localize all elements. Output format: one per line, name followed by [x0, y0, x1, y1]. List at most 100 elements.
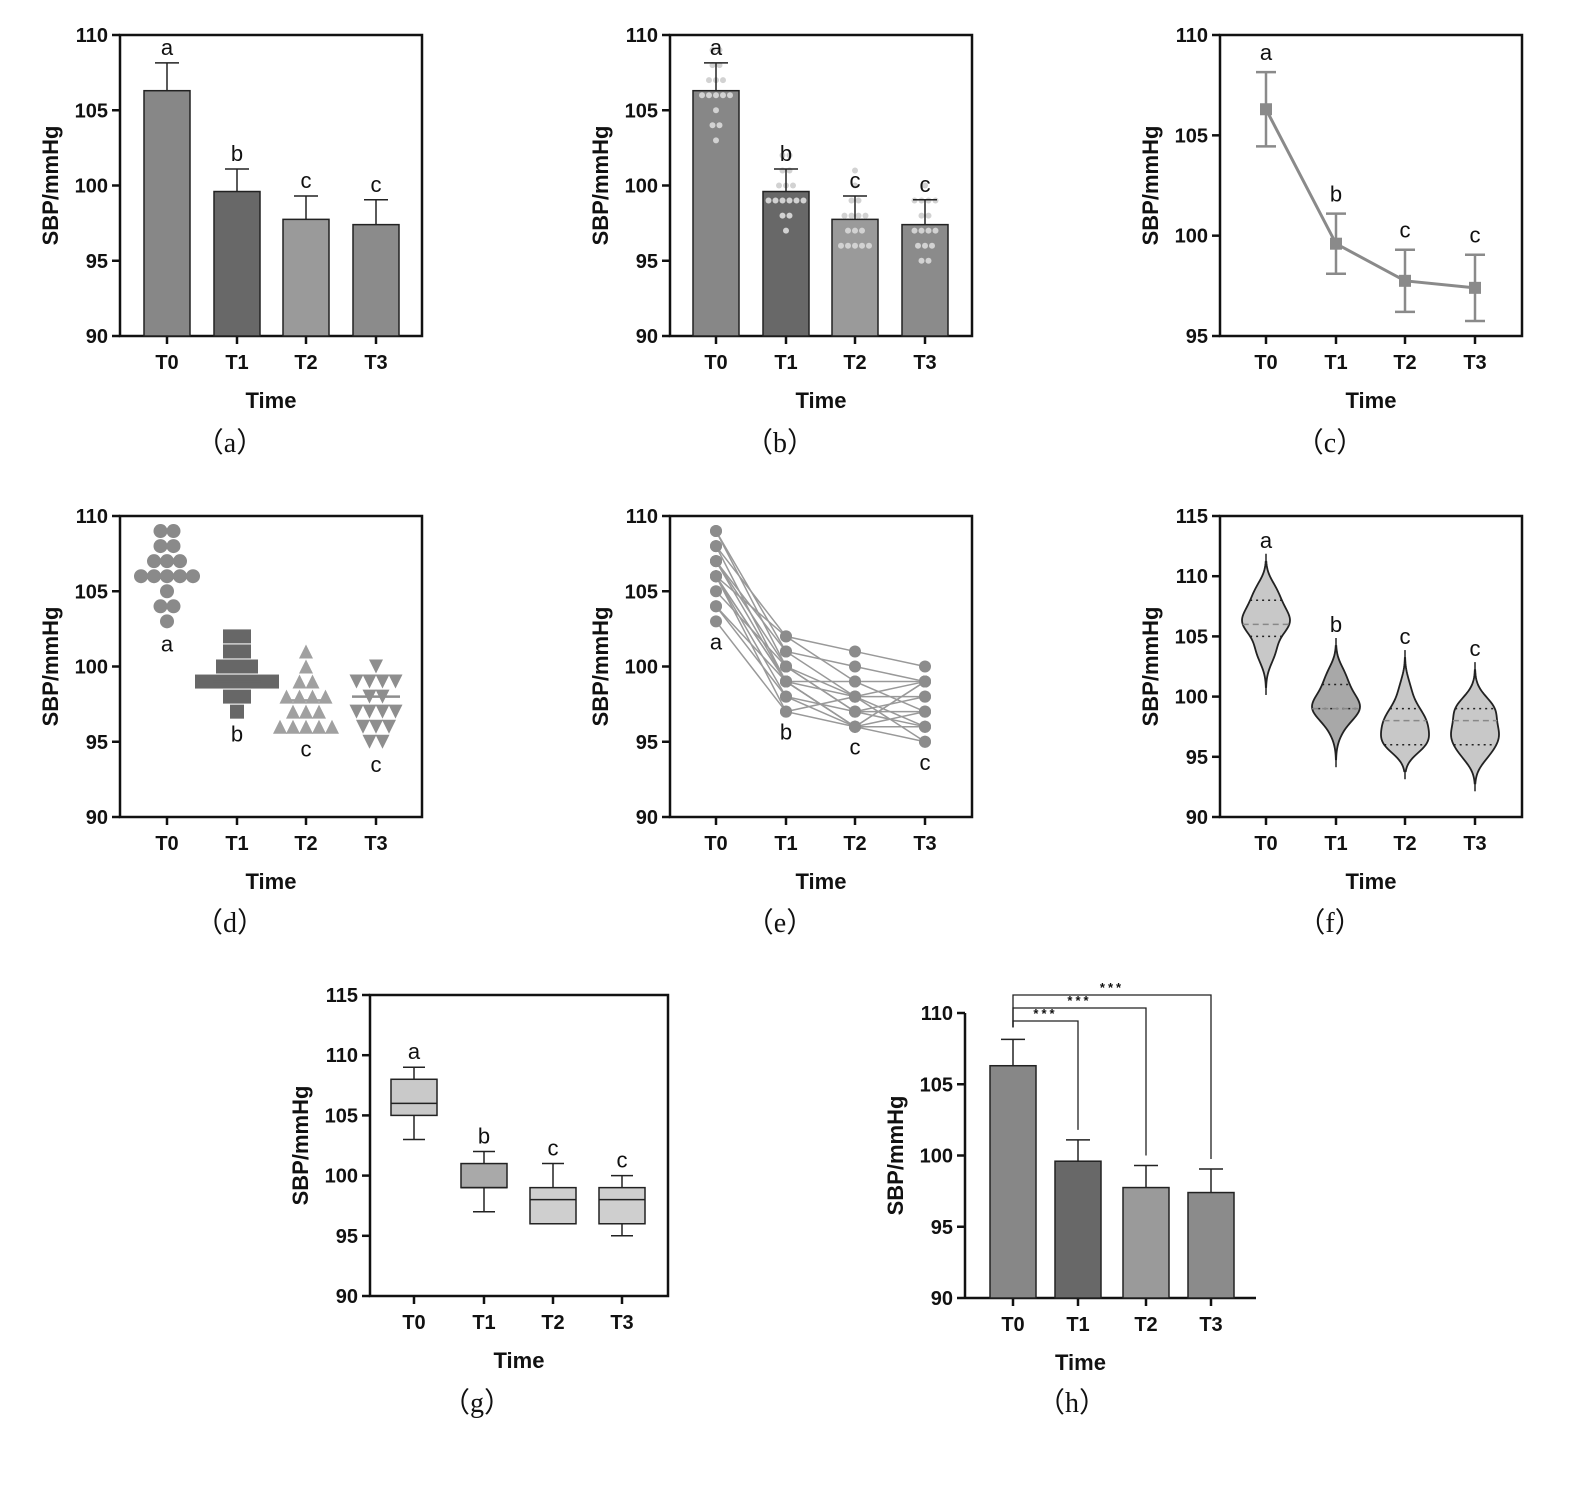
x-tick-label: T2 — [1393, 352, 1416, 374]
x-tick-label: T3 — [1199, 1314, 1222, 1336]
data-point — [713, 92, 719, 99]
y-tick-label: 105 — [325, 1105, 358, 1127]
data-point — [918, 257, 925, 264]
data-point — [866, 242, 872, 249]
data-point — [852, 182, 858, 189]
significance-letter: b — [231, 141, 243, 166]
data-point — [195, 674, 209, 689]
data-point — [919, 660, 931, 673]
bar-T3 — [901, 223, 949, 337]
bar-T1 — [762, 190, 810, 337]
data-point — [716, 122, 723, 129]
bar-T2 — [282, 218, 330, 337]
violin-T3 — [1450, 669, 1500, 785]
data-point — [710, 600, 722, 613]
panel-caption: （c） — [1296, 427, 1364, 459]
data-point — [713, 137, 719, 144]
data-point — [362, 704, 377, 719]
data-point — [841, 212, 848, 219]
data-point — [153, 599, 168, 614]
data-point — [727, 92, 733, 99]
y-tick-label: 95 — [86, 732, 108, 754]
data-point — [166, 539, 181, 554]
y-axis-label: SBP/mmHg — [38, 607, 63, 727]
subject-line — [715, 620, 926, 743]
x-axis-label: Time — [1346, 388, 1397, 413]
x-axis-label: Time — [246, 869, 297, 894]
significance-letter: c — [850, 168, 861, 193]
data-point — [855, 212, 862, 219]
data-point — [362, 674, 377, 689]
data-point — [849, 675, 861, 688]
data-point — [925, 257, 932, 264]
data-point — [922, 242, 928, 249]
significance-letter: c — [1470, 223, 1481, 248]
data-point — [720, 77, 726, 84]
data-point — [780, 645, 792, 658]
y-tick-label: 100 — [625, 657, 658, 679]
panel-f: 90 95 100 105 110 115 T0 T1 T2 T3 Time SBP/mmHg （f） a… — [1138, 506, 1524, 939]
data-point — [859, 227, 865, 234]
x-tick-label: T0 — [155, 833, 178, 855]
bar-T2 — [831, 218, 879, 337]
panel-caption: （a） — [196, 427, 264, 459]
violin-T2 — [1380, 657, 1430, 773]
data-point — [216, 659, 230, 674]
data-point — [849, 645, 861, 658]
data-point — [286, 704, 300, 719]
y-tick-label: 90 — [931, 1288, 953, 1310]
data-point — [720, 92, 726, 99]
x-tick-label: T2 — [843, 833, 866, 855]
x-tick-label: T1 — [1324, 352, 1347, 374]
significance-letter: c — [850, 735, 861, 760]
y-tick-label: 100 — [920, 1146, 953, 1168]
mean-marker — [1469, 281, 1481, 294]
y-tick-label: 90 — [636, 807, 658, 829]
data-point — [230, 659, 244, 674]
subject-line — [715, 590, 925, 713]
y-tick-label: 115 — [1176, 506, 1208, 528]
y-tick-label: 115 — [326, 985, 358, 1007]
y-tick-label: 95 — [1186, 747, 1208, 769]
y-tick-label: 90 — [86, 807, 108, 829]
significance-letter: a — [161, 631, 174, 656]
y-tick-label: 95 — [636, 251, 658, 273]
y-tick-label: 105 — [625, 100, 658, 122]
x-tick-label: T3 — [1463, 833, 1486, 855]
data-point — [223, 644, 237, 659]
x-tick-label: T2 — [294, 833, 317, 855]
mean-marker — [1260, 103, 1272, 116]
data-point — [793, 197, 800, 204]
data-point — [709, 122, 716, 129]
significance-label: *** — [1100, 980, 1124, 995]
data-point — [780, 690, 792, 703]
box-T3 — [598, 1186, 646, 1225]
y-tick-label: 105 — [920, 1074, 953, 1096]
significance-letter: c — [920, 750, 931, 775]
x-tick-label: T3 — [913, 833, 936, 855]
y-axis-label: SBP/mmHg — [883, 1096, 908, 1216]
subject-line — [715, 530, 926, 713]
y-tick-label: 95 — [636, 732, 658, 754]
significance-letter: a — [710, 629, 723, 654]
data-point — [286, 719, 300, 734]
significance-letter: a — [161, 35, 174, 60]
y-tick-label: 90 — [336, 1286, 358, 1308]
y-tick-label: 110 — [1176, 25, 1208, 47]
panel-e: 90 95 100 105 110 T0 T1 T2 T3 Time SBP/mmHg （e） a b c c — [588, 506, 974, 939]
data-point — [918, 212, 925, 219]
y-tick-label: 95 — [336, 1226, 358, 1248]
panel-caption: （e） — [746, 907, 814, 939]
data-point — [237, 644, 251, 659]
data-point — [706, 92, 712, 99]
y-tick-label: 105 — [1175, 626, 1208, 648]
panel-caption: （g） — [442, 1387, 512, 1419]
y-tick-label: 110 — [921, 1003, 953, 1025]
mean-marker — [1399, 274, 1411, 287]
data-point — [918, 197, 925, 204]
data-point — [918, 227, 925, 234]
data-point — [369, 719, 383, 734]
data-point — [375, 704, 390, 719]
significance-letter: b — [780, 141, 792, 166]
panel-caption: （f） — [1297, 907, 1362, 939]
